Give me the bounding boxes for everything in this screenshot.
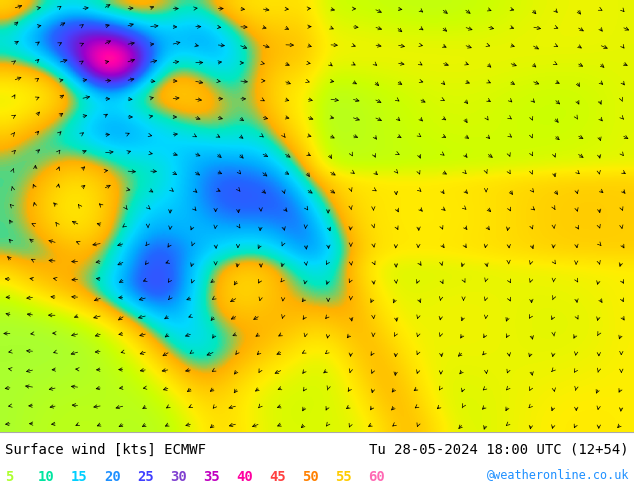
- Text: 5: 5: [5, 470, 13, 484]
- Text: 60: 60: [368, 470, 384, 484]
- Text: 40: 40: [236, 470, 252, 484]
- Text: Surface wind [kts] ECMWF: Surface wind [kts] ECMWF: [5, 442, 206, 457]
- Text: 35: 35: [203, 470, 219, 484]
- Text: @weatheronline.co.uk: @weatheronline.co.uk: [486, 468, 629, 481]
- Text: 25: 25: [137, 470, 153, 484]
- Text: 30: 30: [170, 470, 186, 484]
- Text: 45: 45: [269, 470, 285, 484]
- Text: 15: 15: [71, 470, 87, 484]
- Text: Tu 28-05-2024 18:00 UTC (12+54): Tu 28-05-2024 18:00 UTC (12+54): [369, 442, 629, 457]
- Text: 10: 10: [38, 470, 55, 484]
- Text: 20: 20: [104, 470, 120, 484]
- Text: 55: 55: [335, 470, 351, 484]
- Text: 50: 50: [302, 470, 318, 484]
